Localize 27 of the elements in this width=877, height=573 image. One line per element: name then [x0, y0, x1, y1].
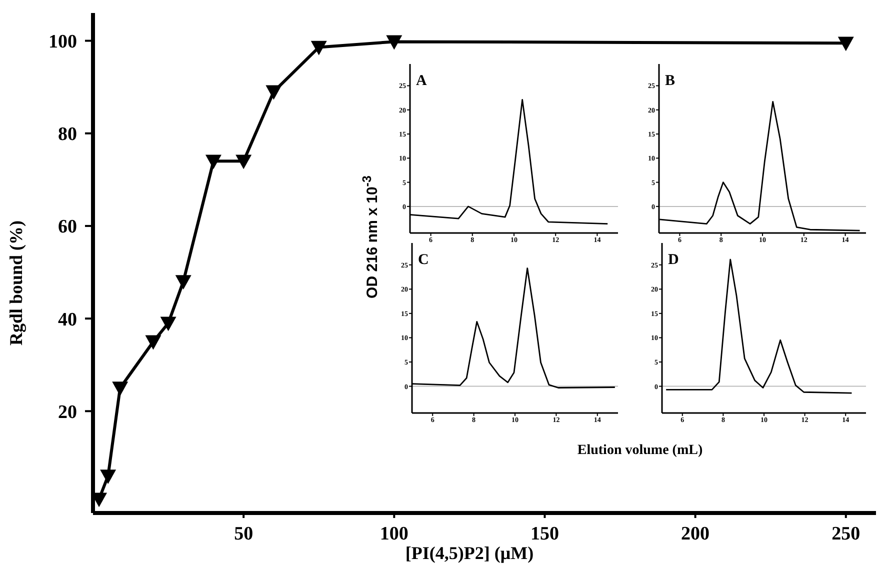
y-tick-label: 40 [58, 309, 77, 330]
point [266, 85, 282, 100]
y-tick-label: 80 [58, 124, 77, 146]
y-tick-label: 60 [58, 216, 77, 238]
text: A [416, 73, 427, 89]
point [386, 35, 402, 50]
point [100, 470, 116, 484]
text: C [418, 252, 429, 268]
text: B [665, 73, 676, 89]
point [160, 316, 176, 332]
point [236, 154, 252, 170]
y-tick-label: 20 [58, 402, 77, 423]
x-tick-label: 250 [832, 523, 860, 544]
y-tick-label: 100 [48, 32, 77, 53]
point [145, 335, 162, 350]
text: D [668, 252, 679, 268]
x-tick-label: 200 [681, 523, 710, 544]
y-axis-title: Rgdl bound (%) [6, 220, 26, 346]
x-axis-title: [PI(4,5)P2] (μM) [405, 543, 534, 563]
point [310, 40, 327, 56]
point [838, 36, 854, 52]
x-tick-label: 150 [530, 523, 559, 544]
point [205, 154, 222, 170]
x-axis-title: Elution volume (mL) [576, 443, 704, 459]
point [175, 275, 192, 290]
x-tick-label: 50 [234, 523, 254, 544]
point [112, 382, 128, 396]
